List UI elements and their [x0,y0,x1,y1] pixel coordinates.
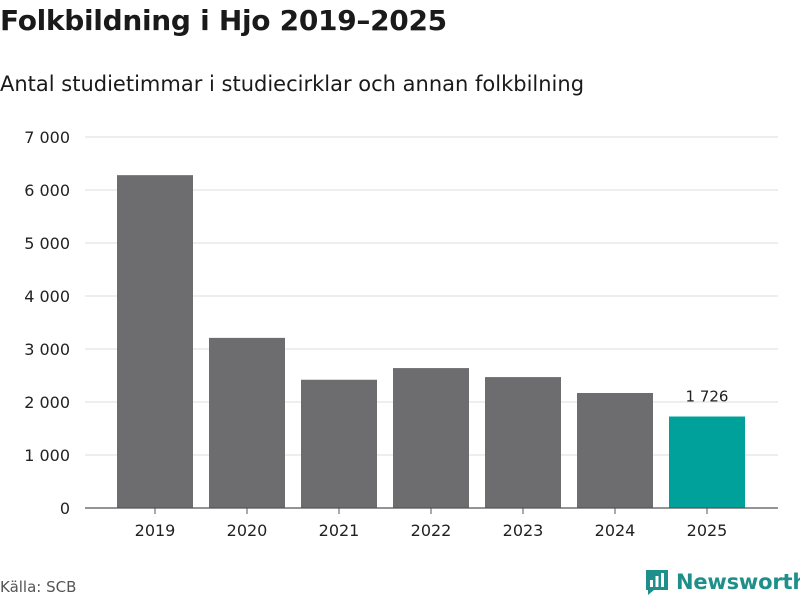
bar [301,379,377,508]
bar [393,368,469,508]
x-tick-label: 2024 [595,521,636,540]
y-tick-label: 5 000 [24,234,70,253]
bar [209,337,285,508]
y-tick-label: 2 000 [24,393,70,412]
x-tick-label: 2022 [411,521,452,540]
y-tick-label: 4 000 [24,287,70,306]
chart-title: Folkbildning i Hjo 2019–2025 [0,4,447,37]
y-tick-label: 3 000 [24,340,70,359]
newsworthy-icon [646,570,668,595]
x-tick-label: 2025 [687,521,728,540]
y-tick-label: 0 [60,499,70,518]
y-tick-label: 6 000 [24,181,70,200]
y-tick-label: 1 000 [24,446,70,465]
source-note: Källa: SCB [0,578,77,596]
x-tick-label: 2020 [227,521,268,540]
chart-subtitle: Antal studietimmar i studiecirklar och a… [0,72,585,96]
bar [577,392,653,508]
data-label: 1 726 [686,388,729,406]
newsworthy-logo: Newsworthy [644,568,800,596]
bar [117,175,193,508]
brand-name: Newsworthy [676,570,800,594]
y-tick-label: 7 000 [24,128,70,147]
x-tick-label: 2023 [503,521,544,540]
x-tick-label: 2021 [319,521,360,540]
x-tick-label: 2019 [135,521,176,540]
bar [485,377,561,508]
bar [669,416,745,508]
